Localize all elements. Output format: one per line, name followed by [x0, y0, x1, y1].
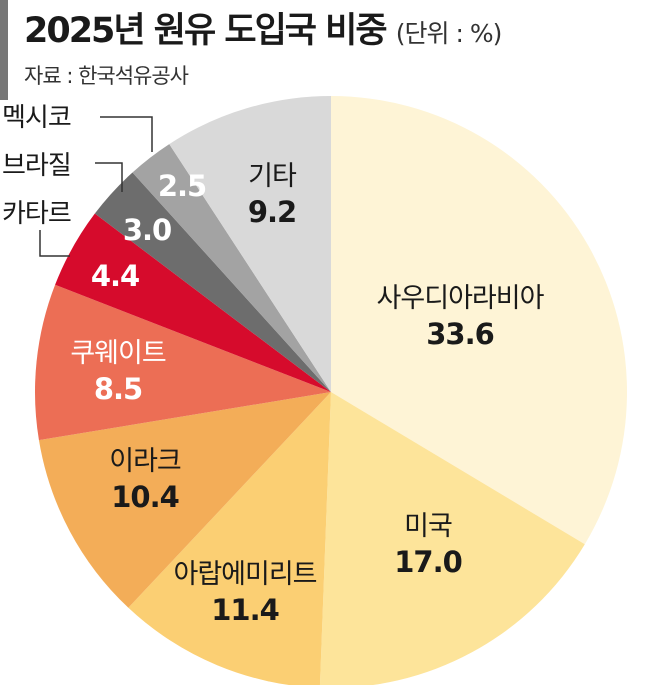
slice-label-6: 3.0: [122, 212, 172, 248]
category-label: 사우디아라비아: [376, 283, 545, 314]
category-label-external: 카타르: [2, 199, 72, 229]
pie-slice-3: [38, 392, 332, 608]
slice-label-2: 아랍에미리트 11.4: [173, 558, 317, 628]
category-label: 아랍에미리트: [173, 559, 317, 590]
unit-label: (단위 : %): [395, 19, 503, 48]
value-label: 4.4: [90, 259, 140, 293]
pie-slice-5: [55, 213, 332, 392]
title-text: 2025년 원유 도입국 비중: [24, 11, 388, 51]
category-label: 미국: [404, 511, 453, 542]
slice-label-8: 기타 9.2: [247, 160, 297, 230]
pie-slice-1: [319, 392, 585, 685]
value-label: 2.5: [157, 169, 207, 203]
value-label: 10.4: [111, 480, 180, 514]
chart-title: 2025년 원유 도입국 비중 (단위 : %): [24, 2, 503, 53]
value-label: 11.4: [211, 593, 280, 627]
value-label: 33.6: [426, 317, 495, 351]
pie-slice-7: [132, 144, 331, 392]
category-label-external: 멕시코: [2, 103, 72, 133]
pie-slice-6: [94, 172, 331, 392]
value-label: 17.0: [394, 545, 463, 579]
pie-slice-8: [169, 96, 331, 392]
category-label: 쿠웨이트: [70, 338, 166, 369]
leader-line-brazil: [95, 162, 123, 192]
slice-label-7: 2.5: [157, 168, 207, 204]
value-label: 3.0: [122, 213, 172, 247]
category-label: 이라크: [109, 446, 182, 477]
source-label: 자료 : 한국석유공사: [24, 64, 189, 88]
pie-slice-4: [35, 284, 332, 441]
pie-slice-2: [128, 392, 331, 685]
slice-label-4: 쿠웨이트 8.5: [70, 337, 166, 407]
slice-label-5: 4.4: [90, 258, 140, 294]
value-label: 9.2: [247, 195, 297, 229]
leader-line-qatar: [39, 230, 70, 257]
slice-label-1: 미국 17.0: [394, 510, 463, 580]
slice-label-3: 이라크 10.4: [109, 445, 182, 515]
category-label: 기타: [248, 161, 297, 192]
slice-label-0: 사우디아라비아 33.6: [376, 282, 545, 352]
leader-line-mexico: [100, 116, 153, 152]
category-label-external: 브라질: [2, 151, 72, 181]
pie-slice-0: [331, 96, 628, 545]
title-accent-bar: [0, 0, 8, 100]
value-label: 8.5: [93, 372, 143, 406]
